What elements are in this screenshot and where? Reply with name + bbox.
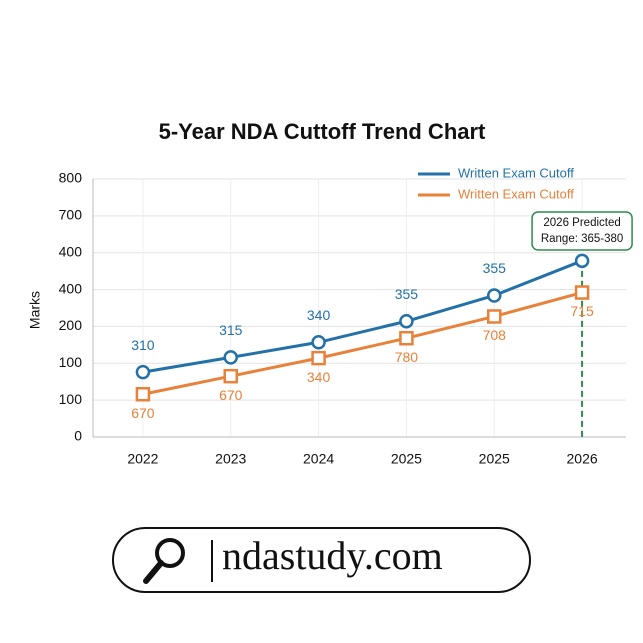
marker <box>399 314 414 329</box>
data-label: 340 <box>307 307 331 323</box>
marker <box>311 335 326 350</box>
x-tick-label: 2023 <box>215 451 246 467</box>
marker <box>223 368 238 384</box>
marker <box>311 350 326 366</box>
legend-label: Written Exam Cutoff <box>458 186 574 201</box>
marker <box>399 330 414 346</box>
series-line <box>142 259 583 374</box>
data-label: 340 <box>307 369 331 385</box>
data-label: 670 <box>131 405 155 421</box>
legend-label: Written Exam Cutoff <box>458 165 574 180</box>
x-tick-label: 2025 <box>479 451 510 467</box>
y-tick-label: 700 <box>59 207 83 223</box>
data-label: 780 <box>395 349 419 365</box>
data-label: 670 <box>219 387 243 403</box>
marker <box>135 364 151 380</box>
y-tick-label: 0 <box>74 428 82 444</box>
y-tick-label: 100 <box>59 391 83 407</box>
search-icon <box>155 538 185 568</box>
annotation-text: 2026 Predicted <box>543 217 620 229</box>
y-tick-label: 400 <box>59 280 83 296</box>
y-tick-label: 200 <box>59 317 83 333</box>
marker <box>487 288 502 303</box>
pill-border <box>112 527 531 593</box>
data-label: 708 <box>483 327 507 343</box>
marker <box>223 350 238 365</box>
footer-text: ndastudy.com <box>222 533 443 578</box>
data-label: 315 <box>219 322 243 338</box>
y-tick-label: 800 <box>59 170 83 186</box>
search-handle <box>143 560 164 584</box>
annotation-box <box>531 211 633 251</box>
data-label: 355 <box>395 286 419 302</box>
chart-title: 5-Year NDA Cuttoff Trend Chart <box>159 119 486 144</box>
series-line <box>142 291 583 396</box>
data-label: 310 <box>131 337 155 353</box>
marker <box>487 309 502 324</box>
y-tick-label: 400 <box>59 243 83 259</box>
data-label: 355 <box>483 260 507 276</box>
annotation-text: Range: 365-380 <box>541 233 623 245</box>
marker <box>574 285 590 300</box>
footer-pill: ndastudy.com <box>112 527 531 593</box>
y-tick-label: 100 <box>59 354 83 370</box>
x-tick-label: 2026 <box>567 451 598 467</box>
marker <box>135 386 151 402</box>
x-tick-label: 2022 <box>127 451 158 467</box>
data-label: 715 <box>570 303 594 319</box>
x-tick-label: 2025 <box>391 451 422 467</box>
x-tick-label: 2024 <box>303 451 334 467</box>
marker <box>574 253 590 269</box>
y-axis-label: Marks <box>27 291 43 329</box>
